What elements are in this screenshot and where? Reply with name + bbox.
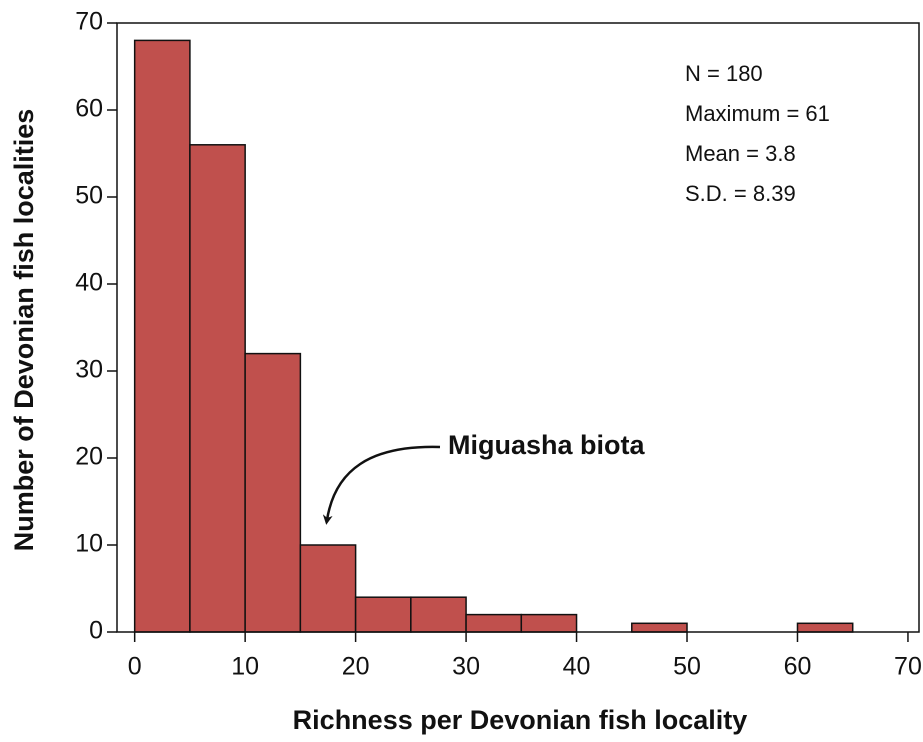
x-tick-label: 50	[673, 653, 701, 681]
bar	[631, 622, 688, 633]
x-tick-label: 20	[342, 653, 370, 681]
y-tick-label: 70	[75, 8, 103, 36]
y-tick-label: 60	[75, 95, 103, 123]
bar	[133, 39, 191, 633]
y-tick-label: 50	[75, 182, 103, 210]
stat-text: Maximum = 61	[685, 101, 830, 126]
x-tick-label: 30	[452, 653, 480, 681]
x-tick-label: 60	[784, 653, 812, 681]
bar	[299, 544, 357, 633]
y-tick-label: 30	[75, 356, 103, 384]
stat-text: N = 180	[685, 61, 763, 86]
y-axis-label: Number of Devonian fish localities	[9, 109, 39, 552]
plot-frame	[116, 22, 920, 633]
annotation: Miguasha biota	[448, 430, 645, 460]
stat-text: S.D. = 8.39	[685, 181, 796, 206]
x-tick-label: 40	[563, 653, 591, 681]
annotation-arrow	[322, 445, 441, 525]
bar	[244, 352, 302, 633]
stat-text: Mean = 3.8	[685, 141, 796, 166]
y-tick-label: 40	[75, 269, 103, 297]
x-tick-label: 70	[894, 653, 922, 681]
bar	[465, 613, 523, 633]
x-axis-label: Richness per Devonian fish locality	[293, 705, 748, 735]
x-tick-label: 10	[231, 653, 259, 681]
bar	[354, 596, 412, 633]
x-tick-label: 0	[128, 653, 142, 681]
y-tick-label: 0	[89, 617, 103, 645]
bar	[410, 596, 467, 633]
y-tick-label: 20	[75, 443, 103, 471]
bar	[520, 613, 578, 633]
y-tick-label: 10	[75, 530, 103, 558]
bar	[796, 622, 854, 633]
bar	[189, 144, 246, 633]
